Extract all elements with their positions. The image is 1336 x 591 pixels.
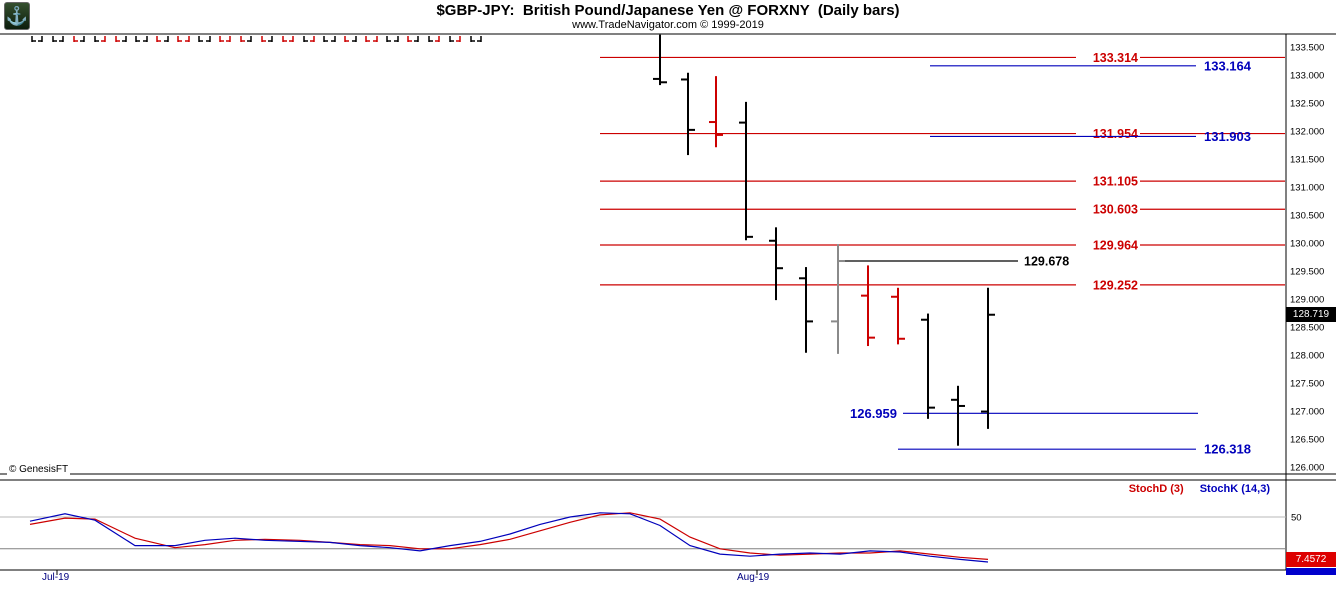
price-axis-label: 127.500	[1290, 379, 1324, 390]
level-label-bg	[1076, 202, 1140, 217]
price-axis-label: 132.000	[1290, 127, 1324, 138]
level-label-bg	[1076, 238, 1140, 253]
price-axis-label: 133.500	[1290, 43, 1324, 54]
anchor-icon: ⚓	[5, 6, 29, 26]
price-axis-label: 128.000	[1290, 351, 1324, 362]
stochd-line	[29, 512, 989, 560]
price-axis-label: 128.500	[1290, 323, 1324, 334]
price-axis-label: 131.000	[1290, 183, 1324, 194]
level-label-bg	[1076, 126, 1140, 141]
price-axis-label: 126.500	[1290, 435, 1324, 446]
level-label-bg	[1076, 174, 1140, 189]
blue-level-label: 126.959	[850, 406, 897, 421]
red-level-label: 130.603	[1093, 203, 1138, 217]
x-axis-label-aug19: Aug-19	[737, 572, 770, 583]
stoch-value-badge: 7.4572	[1286, 552, 1336, 567]
price-axis-label: 133.000	[1290, 71, 1324, 82]
genesis-watermark: © GenesisFT	[7, 464, 71, 475]
app-logo: ⚓	[4, 2, 30, 30]
price-axis-label: 126.000	[1290, 463, 1324, 474]
stochd-legend-label[interactable]: StochD (3)	[1128, 483, 1184, 495]
stoch-legend: StochD (3) StochK (14,3)	[1129, 483, 1270, 495]
price-axis-label: 131.500	[1290, 155, 1324, 166]
red-level-label: 131.105	[1093, 175, 1138, 189]
level-label-bg	[1076, 50, 1140, 65]
price-axis-label: 130.500	[1290, 211, 1324, 222]
stochk-value-badge-partial	[1286, 568, 1336, 575]
red-level-label: 133.314	[1093, 51, 1138, 65]
blue-level-label: 126.318	[1204, 442, 1251, 457]
price-axis-label: 129.500	[1290, 267, 1324, 278]
last-price-badge: 128.719	[1286, 307, 1336, 322]
blue-level-label: 133.164	[1204, 58, 1252, 73]
stochk-legend-label[interactable]: StochK (14,3)	[1199, 483, 1270, 495]
red-level-label: 129.252	[1093, 278, 1138, 292]
x-axis-label-jul19: Jul-19	[42, 572, 70, 583]
red-level-label: 129.964	[1093, 239, 1138, 253]
price-axis-label: 132.500	[1290, 99, 1324, 110]
blue-level-label: 131.903	[1204, 129, 1251, 144]
black-level-label: 129.678	[1024, 255, 1069, 269]
chart-title: $GBP-JPY: British Pound/Japanese Yen @ F…	[436, 2, 900, 19]
stochk-line	[29, 512, 989, 563]
price-axis-label: 127.000	[1290, 407, 1324, 418]
chart-subtitle: www.TradeNavigator.com © 1999-2019	[572, 19, 764, 31]
price-axis-label: 129.000	[1290, 295, 1324, 306]
level-label-bg	[1076, 277, 1140, 292]
price-axis-label: 130.000	[1290, 239, 1324, 250]
red-level-label: 131.954	[1093, 127, 1138, 141]
stoch-scale-label: 50	[1291, 513, 1302, 524]
